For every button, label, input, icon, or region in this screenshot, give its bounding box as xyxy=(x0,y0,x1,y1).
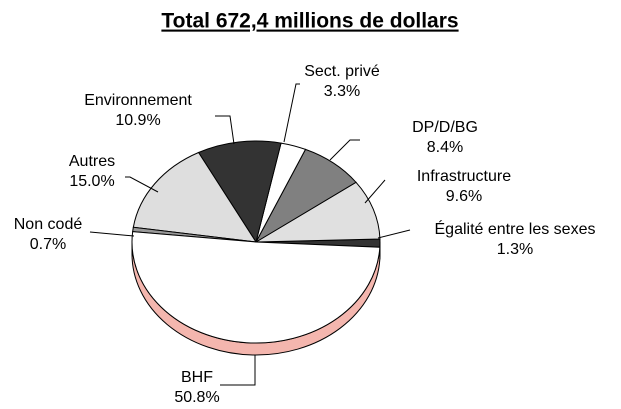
slice-value: 10.9% xyxy=(115,112,160,129)
slice-label: Environnement xyxy=(84,92,192,109)
leader-line xyxy=(89,231,135,237)
slice-label: Autres xyxy=(69,153,115,170)
pie-slice xyxy=(132,151,257,243)
leader-line xyxy=(125,176,159,193)
slice-value: 3.3% xyxy=(324,83,360,100)
leader-line xyxy=(283,83,300,143)
slice-value: 15.0% xyxy=(69,173,114,190)
slice-label: Non codé xyxy=(14,216,83,233)
slice-label: Infrastructure xyxy=(417,168,511,185)
slice-value: 50.8% xyxy=(174,389,219,406)
slice-value: 1.3% xyxy=(497,241,533,258)
leader-line xyxy=(364,179,386,204)
pie-slice xyxy=(131,231,381,344)
slice-value: 9.6% xyxy=(446,188,482,205)
pie-slice xyxy=(197,140,282,244)
slice-label: Égalité entre les sexes xyxy=(435,219,596,238)
chart-title: Total 672,4 millions de dollars xyxy=(161,10,458,33)
slice-value: 8.4% xyxy=(427,139,463,156)
slice-value: 0.7% xyxy=(30,236,66,253)
slice-label: DP/D/BG xyxy=(412,119,478,136)
slice-label: BHF xyxy=(181,369,213,386)
leader-line xyxy=(215,115,235,145)
leader-line xyxy=(329,139,360,161)
leader-line xyxy=(377,229,411,239)
slice-label: Sect. privé xyxy=(304,63,380,80)
leader-line xyxy=(220,355,256,386)
